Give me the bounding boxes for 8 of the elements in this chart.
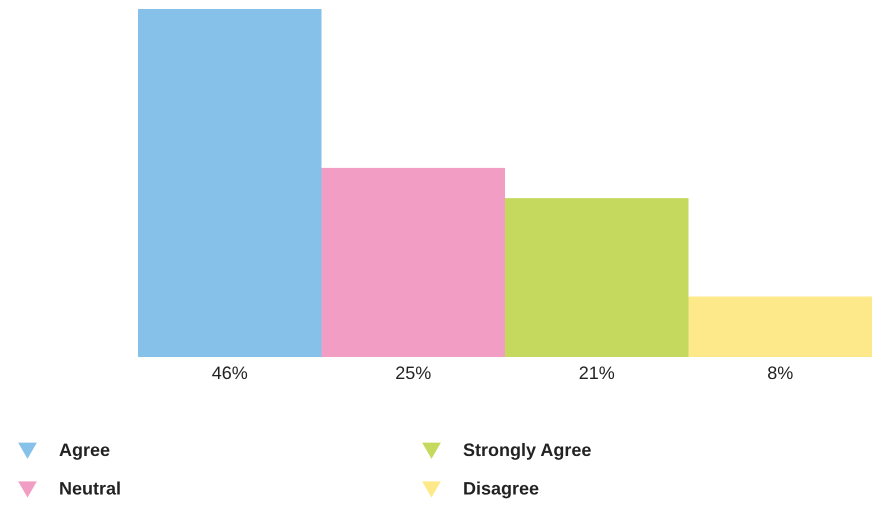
legend-label: Agree bbox=[59, 440, 110, 460]
data-label: 46% bbox=[212, 363, 248, 383]
legend-label: Disagree bbox=[463, 478, 540, 498]
legend-label: Neutral bbox=[59, 478, 122, 498]
data-label: 8% bbox=[767, 363, 794, 383]
data-label: 21% bbox=[578, 363, 615, 383]
legend-label: Strongly Agree bbox=[463, 440, 592, 460]
data-label: 25% bbox=[395, 363, 432, 383]
